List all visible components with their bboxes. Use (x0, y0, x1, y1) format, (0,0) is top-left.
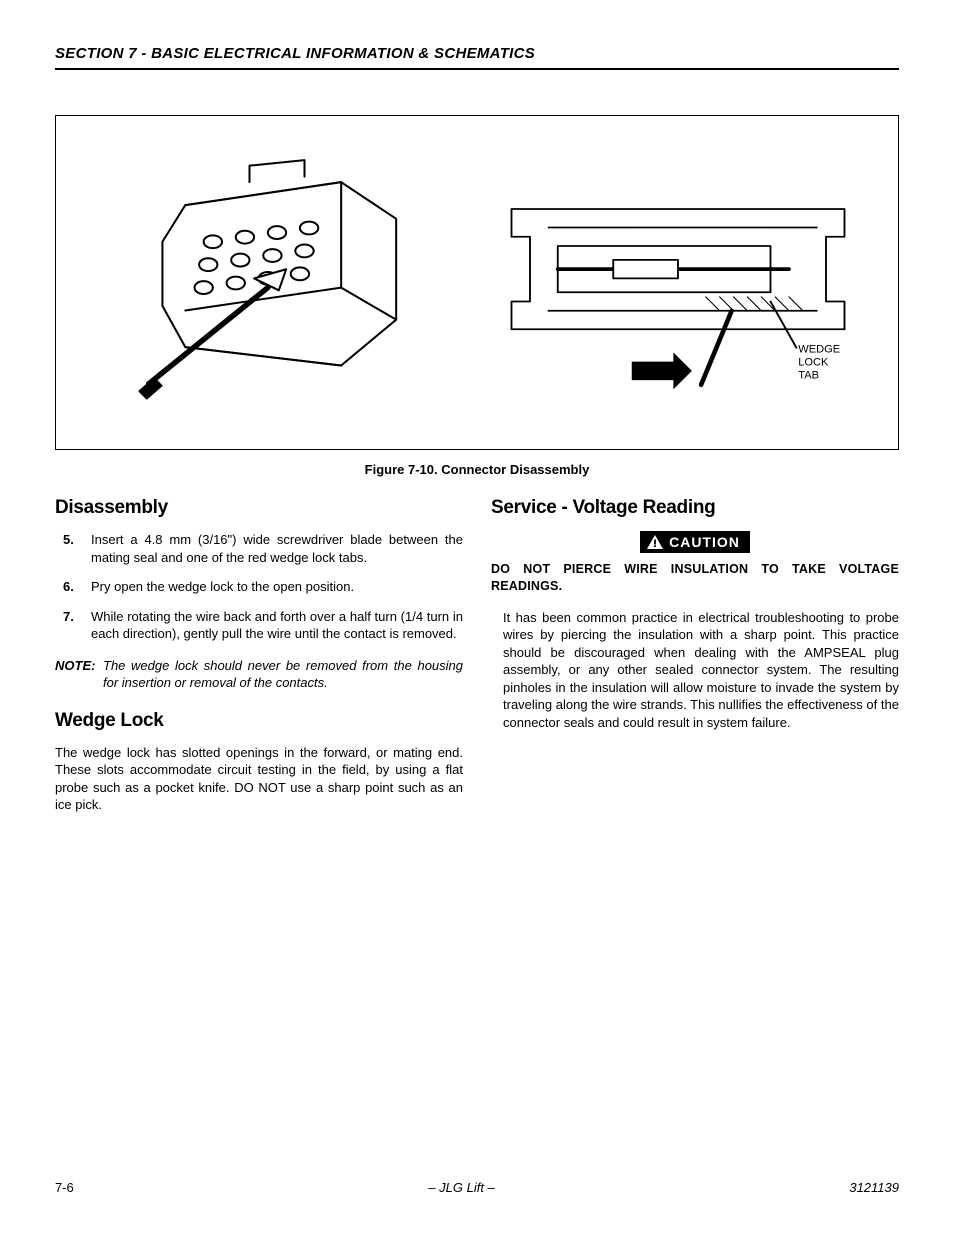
step-5: 5. Insert a 4.8 mm (3/16") wide screwdri… (91, 531, 463, 566)
step-text: Pry open the wedge lock to the open posi… (91, 579, 354, 594)
right-column: Service - Voltage Reading CAUTION DO NOT… (491, 497, 899, 814)
warning-triangle-icon (646, 534, 664, 550)
figure-left-illustration (76, 141, 477, 424)
heading-disassembly: Disassembly (55, 497, 463, 519)
step-num: 5. (63, 531, 74, 549)
caution-text: DO NOT PIERCE WIRE INSULATION TO TAKE VO… (491, 561, 899, 595)
wedge-lock-tab-label-l1: WEDGE (798, 343, 840, 355)
caution-badge: CAUTION (491, 531, 899, 555)
heading-wedge-lock: Wedge Lock (55, 710, 463, 732)
page-header: SECTION 7 - BASIC ELECTRICAL INFORMATION… (55, 45, 899, 70)
content-columns: Disassembly 5. Insert a 4.8 mm (3/16") w… (55, 497, 899, 814)
left-column: Disassembly 5. Insert a 4.8 mm (3/16") w… (55, 497, 463, 814)
connector-isometric-icon (112, 153, 442, 413)
connector-cross-section-icon: WEDGE LOCK TAB (493, 153, 863, 413)
figure-7-10: WEDGE LOCK TAB (55, 115, 899, 450)
footer-center: – JLG Lift – (428, 1180, 494, 1195)
wedge-lock-tab-label-l2: LOCK (798, 356, 829, 368)
step-text: While rotating the wire back and forth o… (91, 609, 463, 642)
figure-right-illustration: WEDGE LOCK TAB (477, 141, 878, 424)
figure-caption: Figure 7-10. Connector Disassembly (55, 462, 899, 477)
step-7: 7. While rotating the wire back and fort… (91, 608, 463, 643)
wedge-lock-tab-label-l3: TAB (798, 369, 819, 381)
heading-service: Service - Voltage Reading (491, 497, 899, 519)
service-paragraph: It has been common practice in electrica… (491, 609, 899, 732)
note: NOTE: The wedge lock should never be rem… (55, 657, 463, 692)
step-num: 6. (63, 578, 74, 596)
page-number: 7-6 (55, 1180, 74, 1195)
page-footer: 7-6 – JLG Lift – 3121139 (55, 1180, 899, 1195)
note-label: NOTE: (55, 657, 95, 675)
caution-label: CAUTION (669, 534, 740, 550)
step-num: 7. (63, 608, 74, 626)
document-number: 3121139 (849, 1180, 899, 1195)
disassembly-steps: 5. Insert a 4.8 mm (3/16") wide screwdri… (55, 531, 463, 643)
step-6: 6. Pry open the wedge lock to the open p… (91, 578, 463, 596)
note-text: The wedge lock should never be removed f… (103, 658, 463, 691)
step-text: Insert a 4.8 mm (3/16") wide screwdriver… (91, 532, 463, 565)
section-title: SECTION 7 - BASIC ELECTRICAL INFORMATION… (55, 45, 899, 62)
wedge-lock-paragraph: The wedge lock has slotted openings in t… (55, 744, 463, 814)
